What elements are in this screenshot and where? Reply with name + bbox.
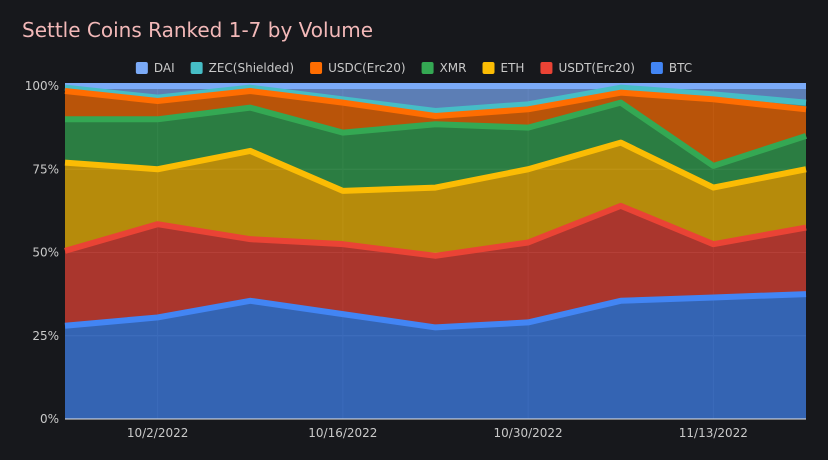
legend-item-btc[interactable]: BTC [650, 61, 692, 75]
area-dai [65, 86, 806, 111]
legend-swatch [540, 62, 553, 74]
legend-item-zec-shielded[interactable]: ZEC(Shielded) [190, 61, 294, 75]
line-btc [64, 291, 807, 331]
legend-item-xmr[interactable]: XMR [421, 61, 467, 75]
area-series-group [65, 86, 806, 419]
legend-label: XMR [440, 61, 467, 75]
x-tick-label: 11/13/2022 [679, 426, 748, 440]
area-usdt-erc20 [65, 205, 806, 328]
area-eth [65, 142, 806, 256]
y-tick-label: 50% [32, 246, 59, 260]
series-lines-group [64, 83, 807, 331]
legend-swatch [482, 62, 495, 74]
line-xmr [65, 99, 807, 169]
legend-swatch [190, 62, 203, 74]
y-tick-label: 0% [40, 412, 59, 426]
y-tick-label: 100% [25, 79, 59, 93]
area-btc [65, 294, 806, 419]
line-eth [64, 139, 807, 194]
legend-swatch [421, 62, 434, 74]
y-tick-label: 75% [32, 162, 59, 176]
area-xmr [65, 102, 806, 191]
legend-label: USDC(Erc20) [328, 61, 406, 75]
legend-label: ZEC(Shielded) [209, 61, 294, 75]
x-tick-label: 10/16/2022 [308, 426, 377, 440]
line-usdt-erc20 [64, 202, 807, 259]
legend-swatch [135, 62, 148, 74]
legend-item-eth[interactable]: ETH [482, 61, 525, 75]
legend-swatch [650, 62, 663, 74]
legend-label: BTC [669, 61, 692, 75]
line-usdc-erc20 [64, 87, 807, 119]
legend-item-dai[interactable]: DAI [135, 61, 175, 75]
legend-label: ETH [501, 61, 525, 75]
x-tick-label: 10/2/2022 [127, 426, 189, 440]
legend-item-usdc-erc20[interactable]: USDC(Erc20) [310, 61, 406, 75]
legend-item-usdt-erc20[interactable]: USDT(Erc20) [540, 61, 635, 75]
legend-label: DAI [154, 61, 175, 75]
chart-title: Settle Coins Ranked 1-7 by Volume [22, 18, 374, 42]
legend: DAI ZEC(Shielded) USDC(Erc20) XMR ETH USDT(Er… [135, 61, 692, 75]
y-axis: 0% 25% 50% 75% 100% [25, 79, 59, 426]
y-tick-label: 25% [32, 329, 59, 343]
legend-swatch [310, 62, 323, 74]
x-tick-label: 10/30/2022 [494, 426, 563, 440]
x-axis: 10/2/2022 10/16/2022 10/30/2022 11/13/2022 [65, 418, 806, 440]
line-zec-shielded [64, 84, 807, 114]
legend-label: USDT(Erc20) [558, 61, 634, 75]
